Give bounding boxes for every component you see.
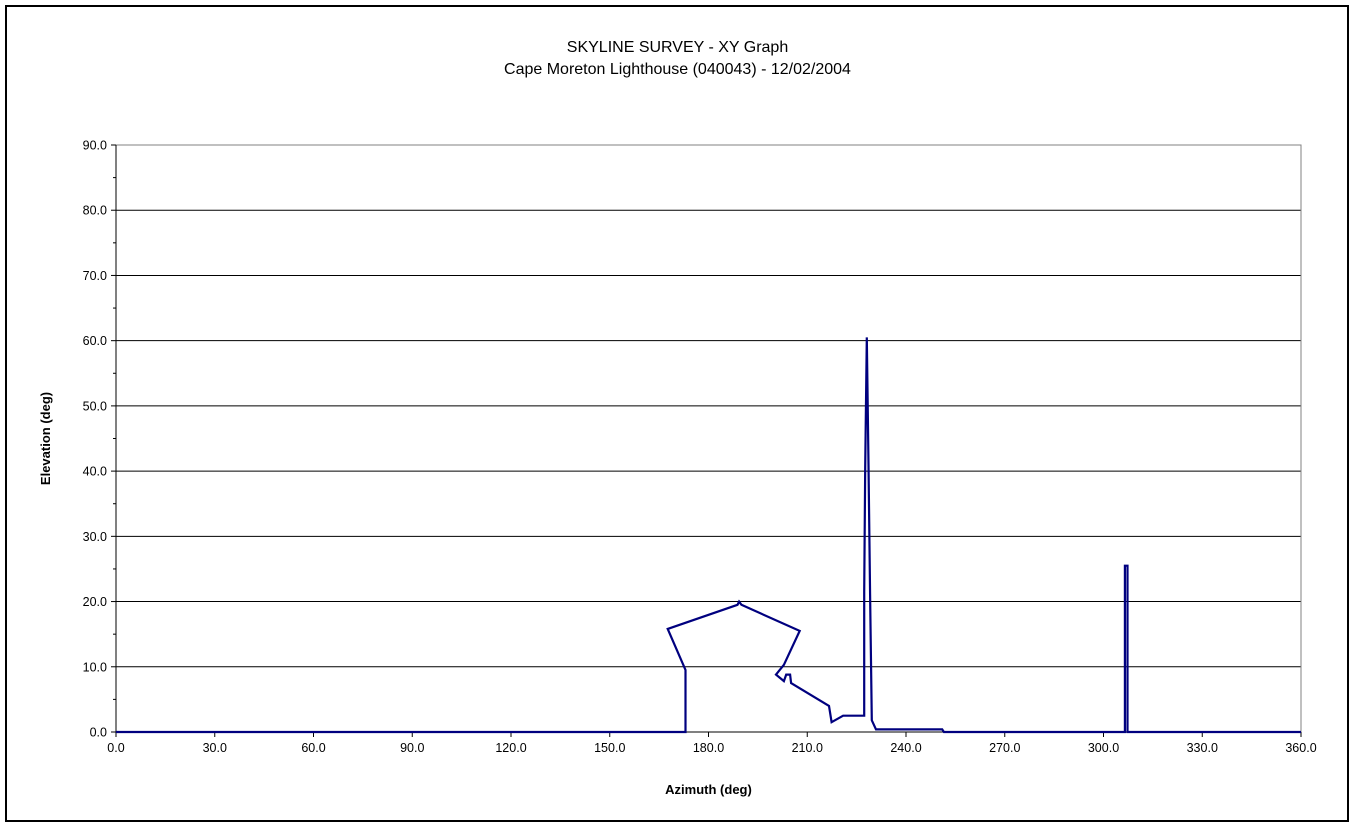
x-tick-label: 240.0 xyxy=(890,741,921,755)
x-tick-label: 360.0 xyxy=(1285,741,1316,755)
x-tick-label: 90.0 xyxy=(400,741,424,755)
x-tick-label: 210.0 xyxy=(792,741,823,755)
x-tick-label: 150.0 xyxy=(594,741,625,755)
y-axis-title: Elevation (deg) xyxy=(38,392,53,485)
chart-titles: SKYLINE SURVEY - XY Graph Cape Moreton L… xyxy=(0,37,1355,81)
x-tick-label: 60.0 xyxy=(301,741,325,755)
plot-area-border xyxy=(115,144,1302,733)
chart-subtitle: Cape Moreton Lighthouse (040043) - 12/02… xyxy=(504,61,851,78)
y-tick-label: 70.0 xyxy=(83,269,107,283)
y-tick-label: 50.0 xyxy=(83,399,107,413)
x-axis-title: Azimuth (deg) xyxy=(665,782,752,797)
chart-title: SKYLINE SURVEY - XY Graph xyxy=(566,39,789,56)
y-tick-label: 10.0 xyxy=(83,660,107,674)
x-tick-label: 330.0 xyxy=(1187,741,1218,755)
x-tick-label: 30.0 xyxy=(203,741,227,755)
x-tick-label: 270.0 xyxy=(989,741,1020,755)
x-tick-label: 300.0 xyxy=(1088,741,1119,755)
series-line xyxy=(116,337,1301,734)
tick-layer: 0.0 10.0 20.0 30.0 40.0 50.0 60.0 70.0 80.0 90.0 0… xyxy=(83,139,1317,756)
y-tick-label: 0.0 xyxy=(90,726,107,740)
x-tick-label: 0.0 xyxy=(107,741,124,755)
y-tick-label: 80.0 xyxy=(83,204,107,218)
x-tick-label: 180.0 xyxy=(693,741,724,755)
y-tick-label: 90.0 xyxy=(83,139,107,153)
y-tick-label: 40.0 xyxy=(83,465,107,479)
grid-layer xyxy=(116,144,1301,733)
y-tick-label: 30.0 xyxy=(83,530,107,544)
x-tick-label: 120.0 xyxy=(495,741,526,755)
y-tick-label: 60.0 xyxy=(83,334,107,348)
y-tick-label: 20.0 xyxy=(83,595,107,609)
